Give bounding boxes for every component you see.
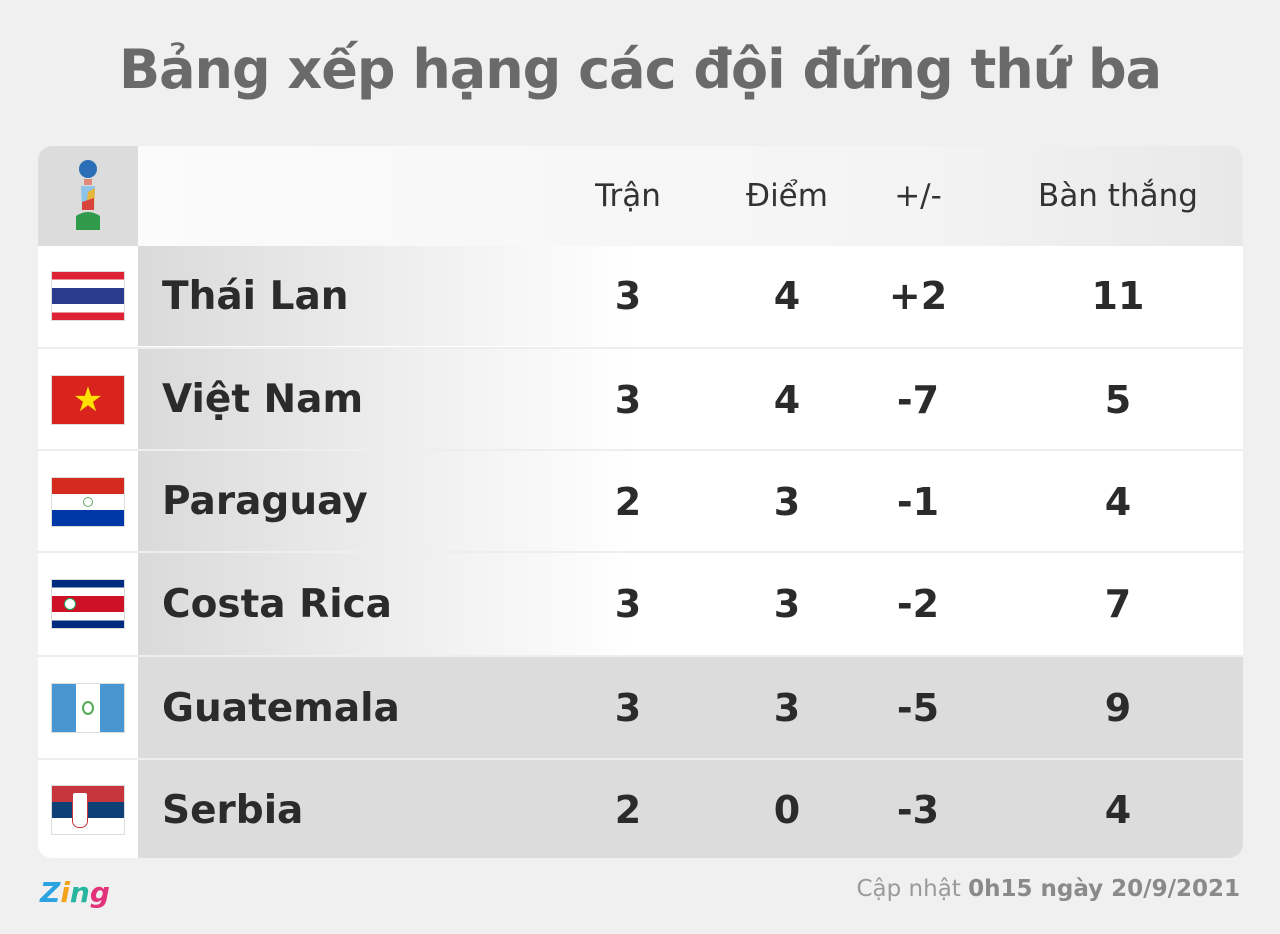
played-value: 3 [614, 686, 642, 730]
team-name: Việt Nam [162, 377, 364, 422]
points-value: 0 [773, 788, 801, 832]
played-value: 3 [614, 274, 642, 318]
goal-diff-value: -5 [896, 686, 940, 730]
column-header-goal-diff: +/- [894, 178, 942, 214]
table-row: Thái Lan 3 4 +2 11 [38, 246, 1243, 346]
team-name: Guatemala [162, 685, 400, 731]
page-title: Bảng xếp hạng các đội đứng thứ ba [118, 38, 1162, 101]
table-row: ★ Việt Nam 3 4 -7 5 [38, 347, 1243, 450]
trophy-icon [38, 146, 138, 246]
points-value: 4 [773, 274, 801, 318]
column-header-goals: Bàn thắng [1038, 178, 1198, 214]
table-row: Paraguay 2 3 -1 4 [38, 449, 1243, 552]
played-value: 3 [614, 582, 642, 626]
costa-rica-flag-icon [51, 579, 125, 629]
zing-logo: Zing [40, 876, 110, 909]
points-value: 3 [773, 686, 801, 730]
guatemala-flag-icon [51, 683, 125, 733]
table-row: Costa Rica 3 3 -2 7 [38, 551, 1243, 655]
goal-diff-value: -2 [896, 582, 940, 626]
points-value: 4 [773, 377, 801, 422]
goal-diff-value: -7 [896, 377, 940, 422]
goal-diff-value: +2 [888, 274, 948, 318]
column-header-points: Điểm [746, 178, 828, 214]
team-name: Serbia [162, 787, 304, 833]
updated-label: Cập nhật [856, 876, 961, 902]
played-value: 3 [614, 377, 642, 422]
goals-value: 11 [1091, 274, 1145, 318]
team-name: Paraguay [162, 479, 368, 524]
goals-value: 4 [1104, 788, 1132, 832]
goals-value: 4 [1104, 479, 1132, 524]
goal-diff-value: -1 [896, 479, 940, 524]
paraguay-flag-icon [51, 476, 125, 527]
updated-time: 0h15 ngày 20/9/2021 [968, 876, 1240, 902]
table-row: Guatemala 3 3 -5 9 [38, 655, 1243, 759]
vietnam-flag-icon: ★ [51, 374, 125, 425]
standings-table: Trận Điểm +/- Bàn thắng Thái Lan 3 4 +2 … [38, 146, 1243, 858]
played-value: 2 [614, 788, 642, 832]
column-header-played: Trận [595, 178, 661, 214]
goals-value: 7 [1104, 582, 1132, 626]
updated-timestamp: Cập nhật 0h15 ngày 20/9/2021 [856, 876, 1240, 902]
goals-value: 5 [1104, 377, 1132, 422]
team-name: Thái Lan [162, 273, 349, 319]
table-row: Serbia 2 0 -3 4 [38, 758, 1243, 858]
points-value: 3 [773, 582, 801, 626]
team-name: Costa Rica [162, 581, 393, 627]
played-value: 2 [614, 479, 642, 524]
table-header: Trận Điểm +/- Bàn thắng [38, 146, 1243, 246]
goal-diff-value: -3 [896, 788, 940, 832]
goals-value: 9 [1104, 686, 1132, 730]
points-value: 3 [773, 479, 801, 524]
serbia-flag-icon [51, 785, 125, 835]
thailand-flag-icon [51, 271, 125, 321]
